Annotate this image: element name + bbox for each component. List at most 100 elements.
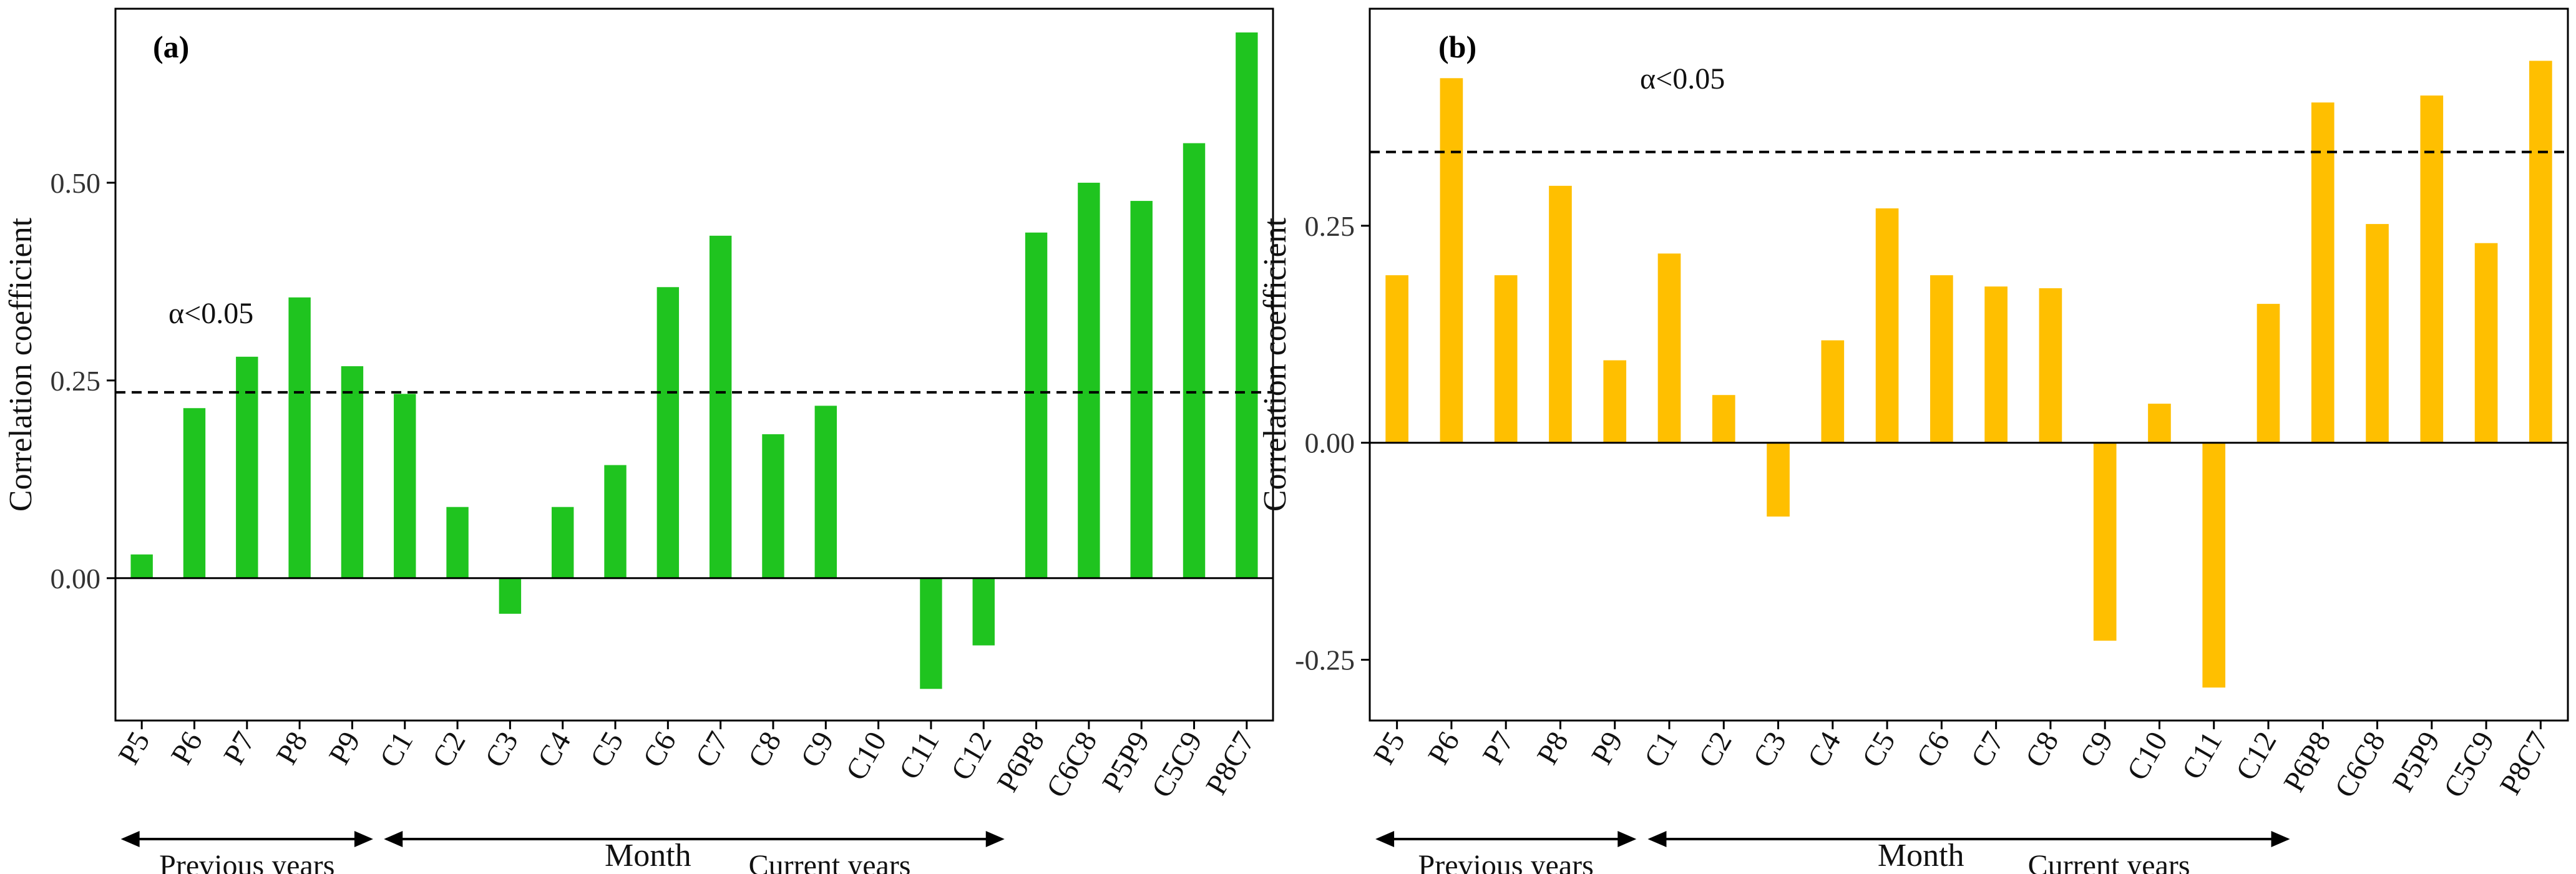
- bar-C9: [814, 405, 837, 578]
- x-tick-label-C4: C4: [531, 726, 577, 773]
- bar-P6P8: [1025, 232, 1048, 578]
- x-tick-label-C6C8: C6C8: [2328, 726, 2392, 804]
- bar-P8: [1549, 185, 1572, 443]
- bar-C3: [499, 578, 522, 614]
- x-tick-label-P7: P7: [1476, 726, 1520, 770]
- x-axis-title: Month: [1878, 838, 1964, 873]
- x-tick-label-C12: C12: [945, 726, 998, 786]
- x-tick-label-P9: P9: [1585, 726, 1629, 770]
- bar-P9: [341, 366, 364, 578]
- bar-C2: [1712, 395, 1735, 443]
- significance-label: α<0.05: [1640, 62, 1725, 95]
- x-tick-label-C5: C5: [584, 726, 630, 773]
- bar-P7: [236, 356, 258, 578]
- bar-P8C7: [2529, 61, 2552, 443]
- bar-C12: [972, 578, 995, 646]
- x-tick-label-C1: C1: [373, 726, 419, 773]
- panel-label: (a): [153, 29, 189, 64]
- x-tick-label-C10: C10: [2120, 726, 2174, 786]
- x-tick-label-P5: P5: [112, 726, 156, 770]
- x-tick-label-C3: C3: [1747, 726, 1793, 773]
- bar-P6: [183, 408, 206, 578]
- plot-frame: [1368, 7, 2569, 722]
- x-tick-label-C10: C10: [839, 726, 893, 786]
- x-axis-title: Month: [605, 838, 691, 873]
- y-tick-label: 0.00: [51, 563, 101, 595]
- bar-P8C7: [1236, 32, 1258, 578]
- chart-panel-1: 0.00 0.25 0.50 Correlation coefficient α<0.0…: [3, 7, 1274, 874]
- x-tick-label-C9: C9: [794, 726, 841, 773]
- group-label: Previous years: [159, 849, 334, 874]
- x-tick-label-P6: P6: [1422, 726, 1466, 770]
- x-tick-label-P8: P8: [1531, 726, 1575, 770]
- bar-P5P9: [2420, 95, 2444, 443]
- x-tick-label-C8: C8: [742, 726, 788, 773]
- bar-C8: [2039, 288, 2062, 443]
- x-tick-label-C11: C11: [892, 726, 945, 785]
- x-tick-label-C6: C6: [637, 726, 683, 773]
- group-label: Previous years: [1418, 849, 1594, 874]
- x-tick-label-C5: C5: [1856, 726, 1902, 773]
- x-tick-label-C1: C1: [1638, 726, 1684, 773]
- arrow-left-head: [384, 831, 403, 847]
- x-tick-label-C9: C9: [2074, 726, 2120, 773]
- bar-C2: [446, 507, 469, 578]
- y-tick-label: 0.25: [1305, 210, 1355, 242]
- arrow-right-head: [985, 831, 1005, 847]
- bar-C5: [1875, 208, 1899, 443]
- bar-C6C8: [2366, 224, 2389, 443]
- bar-C5C9: [1183, 143, 1206, 578]
- bar-C5C9: [2474, 243, 2498, 443]
- bar-C4: [1821, 340, 1845, 443]
- x-tick-label-P5: P5: [1367, 726, 1412, 770]
- x-tick-label-C4: C4: [1801, 726, 1847, 773]
- bar-P5: [130, 554, 153, 578]
- group-label: Current years: [2028, 849, 2190, 874]
- x-tick-label-P6: P6: [165, 726, 209, 770]
- bar-C1: [1657, 253, 1681, 443]
- y-axis-title: Correlation coefficient: [1257, 217, 1293, 512]
- x-tick-label-C5C9: C5C9: [1145, 726, 1209, 804]
- x-tick-label-C11: C11: [2175, 726, 2228, 785]
- bar-C5: [604, 465, 627, 578]
- bar-C12: [2256, 304, 2280, 443]
- bar-P5: [1385, 275, 1408, 443]
- x-tick-label-C5C9: C5C9: [2437, 726, 2501, 804]
- bar-C9: [2093, 442, 2117, 641]
- y-axis-title: Correlation coefficient: [3, 217, 39, 512]
- bar-P8: [288, 297, 311, 578]
- bar-P7: [1494, 275, 1518, 443]
- bar-C10: [2148, 404, 2171, 443]
- significance-label: α<0.05: [168, 297, 253, 330]
- bar-C6: [656, 287, 680, 578]
- bar-P6: [1440, 78, 1463, 443]
- plot-frame: [114, 7, 1274, 722]
- y-tick-label: -0.25: [1295, 644, 1355, 676]
- x-tick-label-P7: P7: [217, 726, 261, 770]
- bar-C11: [2202, 442, 2226, 688]
- arrow-left-head: [120, 831, 140, 847]
- y-tick-label: 0.50: [51, 167, 101, 199]
- bar-C7: [709, 235, 732, 578]
- bar-C6C8: [1078, 182, 1100, 578]
- y-tick-label: 0.25: [51, 365, 101, 397]
- x-tick-label-C8: C8: [2019, 726, 2066, 773]
- bar-C1: [394, 394, 416, 578]
- x-tick-label-C6C8: C6C8: [1040, 726, 1103, 804]
- bar-C4: [551, 507, 574, 578]
- y-tick-label: 0.00: [1305, 427, 1355, 459]
- arrow-left-head: [1647, 831, 1667, 847]
- bar-C8: [762, 434, 784, 578]
- chart-panel-2: -0.25 0.00 0.25 Correlation coefficient α<0.…: [1257, 7, 2569, 874]
- bar-C11: [920, 578, 942, 689]
- x-tick-label-C12: C12: [2230, 726, 2283, 786]
- x-tick-label-P8C7: P8C7: [1199, 726, 1261, 800]
- x-tick-label-P8C7: P8C7: [2494, 726, 2555, 800]
- x-tick-label-C6: C6: [1910, 726, 1956, 773]
- arrow-left-head: [1375, 831, 1395, 847]
- bar-P5P9: [1130, 201, 1153, 578]
- bar-C6: [1930, 275, 1953, 443]
- x-tick-label-C7: C7: [1964, 726, 2011, 773]
- x-tick-label-C7: C7: [689, 726, 735, 773]
